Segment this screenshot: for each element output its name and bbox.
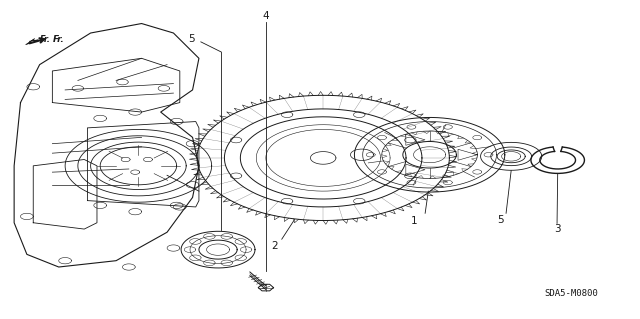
Text: 1: 1 [411, 216, 418, 226]
Text: 2: 2 [271, 241, 277, 251]
Text: 5: 5 [498, 215, 504, 225]
Text: 3: 3 [554, 224, 561, 234]
Polygon shape [26, 39, 38, 45]
Text: 4: 4 [262, 11, 269, 21]
Text: Fr.: Fr. [40, 35, 51, 44]
Text: 5: 5 [188, 34, 195, 44]
Text: SDA5-M0800: SDA5-M0800 [545, 289, 598, 298]
Text: Fr.: Fr. [52, 35, 64, 44]
